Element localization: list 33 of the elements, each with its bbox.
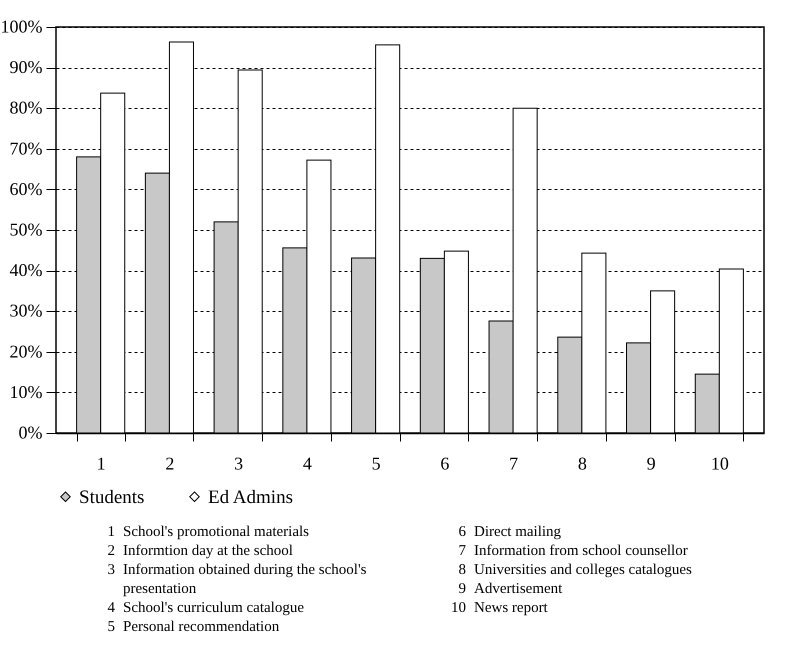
text: 8 Universities and colleges catalogues [458,561,692,580]
x-tick-label: 6 [440,454,450,474]
x-tick-label: 7 [509,454,518,474]
text: 10 News report [450,599,548,618]
y-tick-label: 10% [10,382,42,402]
y-tick-label: 90% [10,57,42,78]
text: 1 School's promotional materials [106,523,310,542]
text: 2 Informtion day at the school [106,542,293,561]
y-tick-label: 80% [10,98,42,118]
y-tick-label: 50% [10,220,42,240]
legend-label: Ed Admins [208,486,293,508]
x-tick-label: 2 [165,454,174,474]
x-tick-label: 3 [234,454,244,474]
y-tick-label: 0% [18,422,42,442]
text: 6 Direct mailing [458,523,562,542]
x-tick-label: 4 [302,454,312,474]
x-tick-label: 8 [578,454,587,474]
text: 7 Information from school counsellor [458,542,688,561]
y-tick-label: 30% [10,300,42,321]
x-tick-label: 9 [646,454,656,474]
legend-label: Students [79,486,144,508]
x-tick-label: 10 [710,454,729,474]
y-tick-label: 100% [0,16,42,36]
y-tick-label: 20% [10,341,42,362]
text: 9 Advertisement [458,580,562,599]
text: 3 Information obtained during the school's presentation [106,561,368,599]
text: 4 School's curriculum catalogue [106,599,304,618]
text: 5 Personal recommendation [106,618,280,637]
x-tick-label: 5 [372,454,381,474]
y-tick-label: 40% [10,260,42,280]
x-tick-label: 1 [96,454,106,474]
y-tick-label: 60% [10,178,42,199]
y-tick-label: 70% [10,138,42,158]
